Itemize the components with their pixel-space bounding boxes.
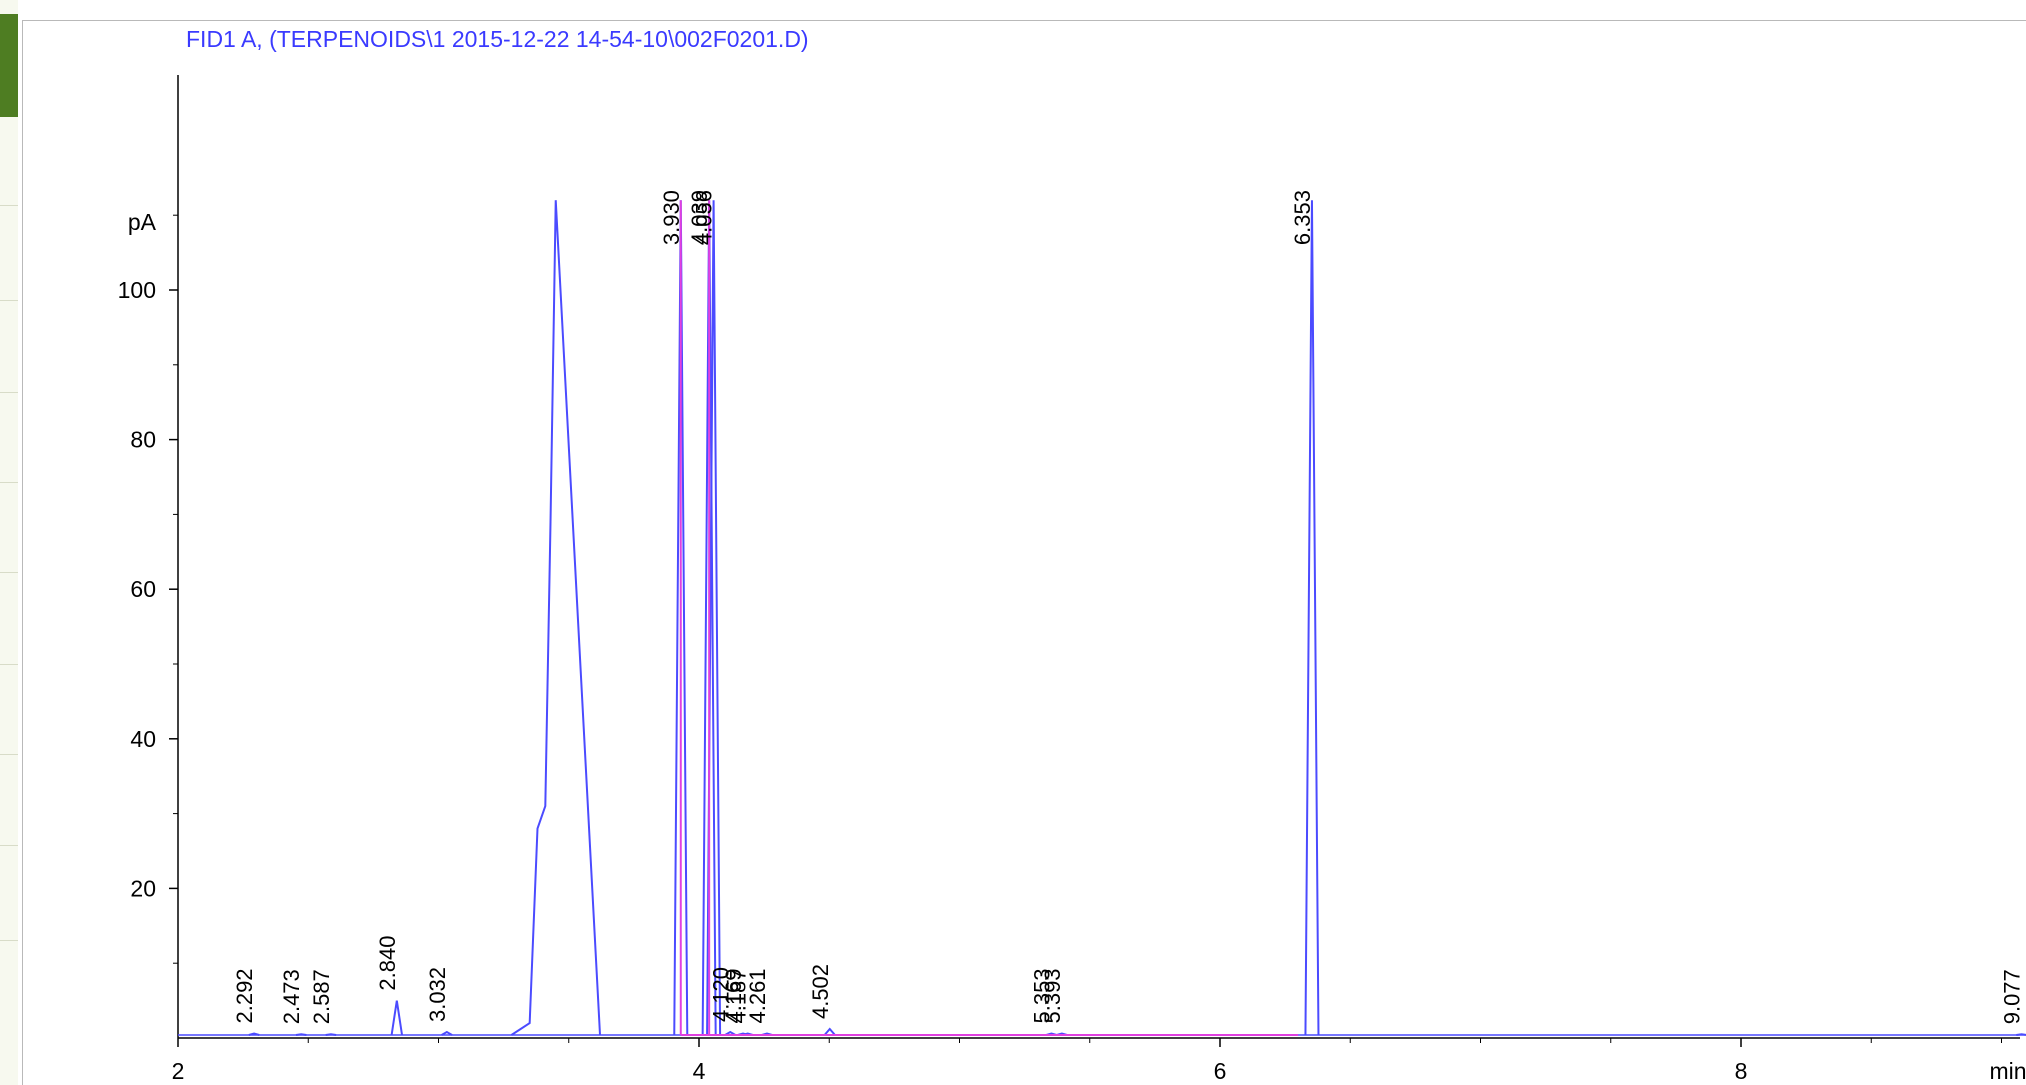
peak-label: 4.187 [726,968,751,1023]
peak-label: 3.032 [425,967,450,1022]
x-tick-label: 4 [693,1058,706,1084]
x-tick-label: 6 [1214,1058,1227,1084]
peak-label: 4.039 [687,190,712,245]
x-tick-label: 8 [1735,1058,1748,1084]
panel-divider [0,300,18,301]
peak [441,1030,453,1036]
peak-label: 2.587 [309,969,334,1024]
peak-label: 3.930 [659,190,684,245]
peak-label: 5.393 [1040,968,1065,1023]
panel-divider [0,392,18,393]
peak [1304,200,1320,1036]
peak-label: 5.353 [1029,968,1054,1023]
panel-divider [0,754,18,755]
peak [823,1027,836,1036]
panel-divider [0,482,18,483]
panel-divider [0,940,18,941]
peak [390,1000,404,1036]
peak-label: 6.353 [1290,190,1315,245]
signal-baseline [178,1034,2026,1036]
y-tick-label: 60 [130,576,156,602]
panel-divider [0,845,18,846]
panel-divider [0,205,18,206]
peak [510,200,602,1036]
left-panel-strip [0,0,18,1085]
peak-label: 9.077 [2000,969,2025,1024]
peak [295,1033,307,1036]
peak [248,1032,260,1036]
peak-label: 2.292 [232,968,257,1023]
panel-divider [0,572,18,573]
y-tick-label: 100 [118,277,156,303]
x-tick-label: 2 [172,1058,185,1084]
y-axis-label: pA [128,209,157,235]
y-tick-label: 20 [130,875,156,901]
peak-label: 2.840 [375,936,400,991]
peak-label: 4.169 [721,968,746,1023]
y-tick-label: 40 [130,726,156,752]
peak-label: 4.502 [808,964,833,1019]
left-panel-accent [0,14,18,117]
peak-label: 4.120 [708,967,733,1022]
peak [325,1033,337,1036]
chart-title: FID1 A, (TERPENOIDS\1 2015-12-22 14-54-1… [186,26,809,52]
peak-label: 4.056 [692,190,717,245]
y-tick-label: 80 [130,427,156,453]
chart-frame [22,20,2026,1085]
peak-label: 4.261 [745,968,770,1023]
x-axis-label: min [1989,1058,2026,1084]
peak [2016,1033,2026,1036]
peak-label: 2.473 [279,969,304,1024]
panel-divider [0,664,18,665]
